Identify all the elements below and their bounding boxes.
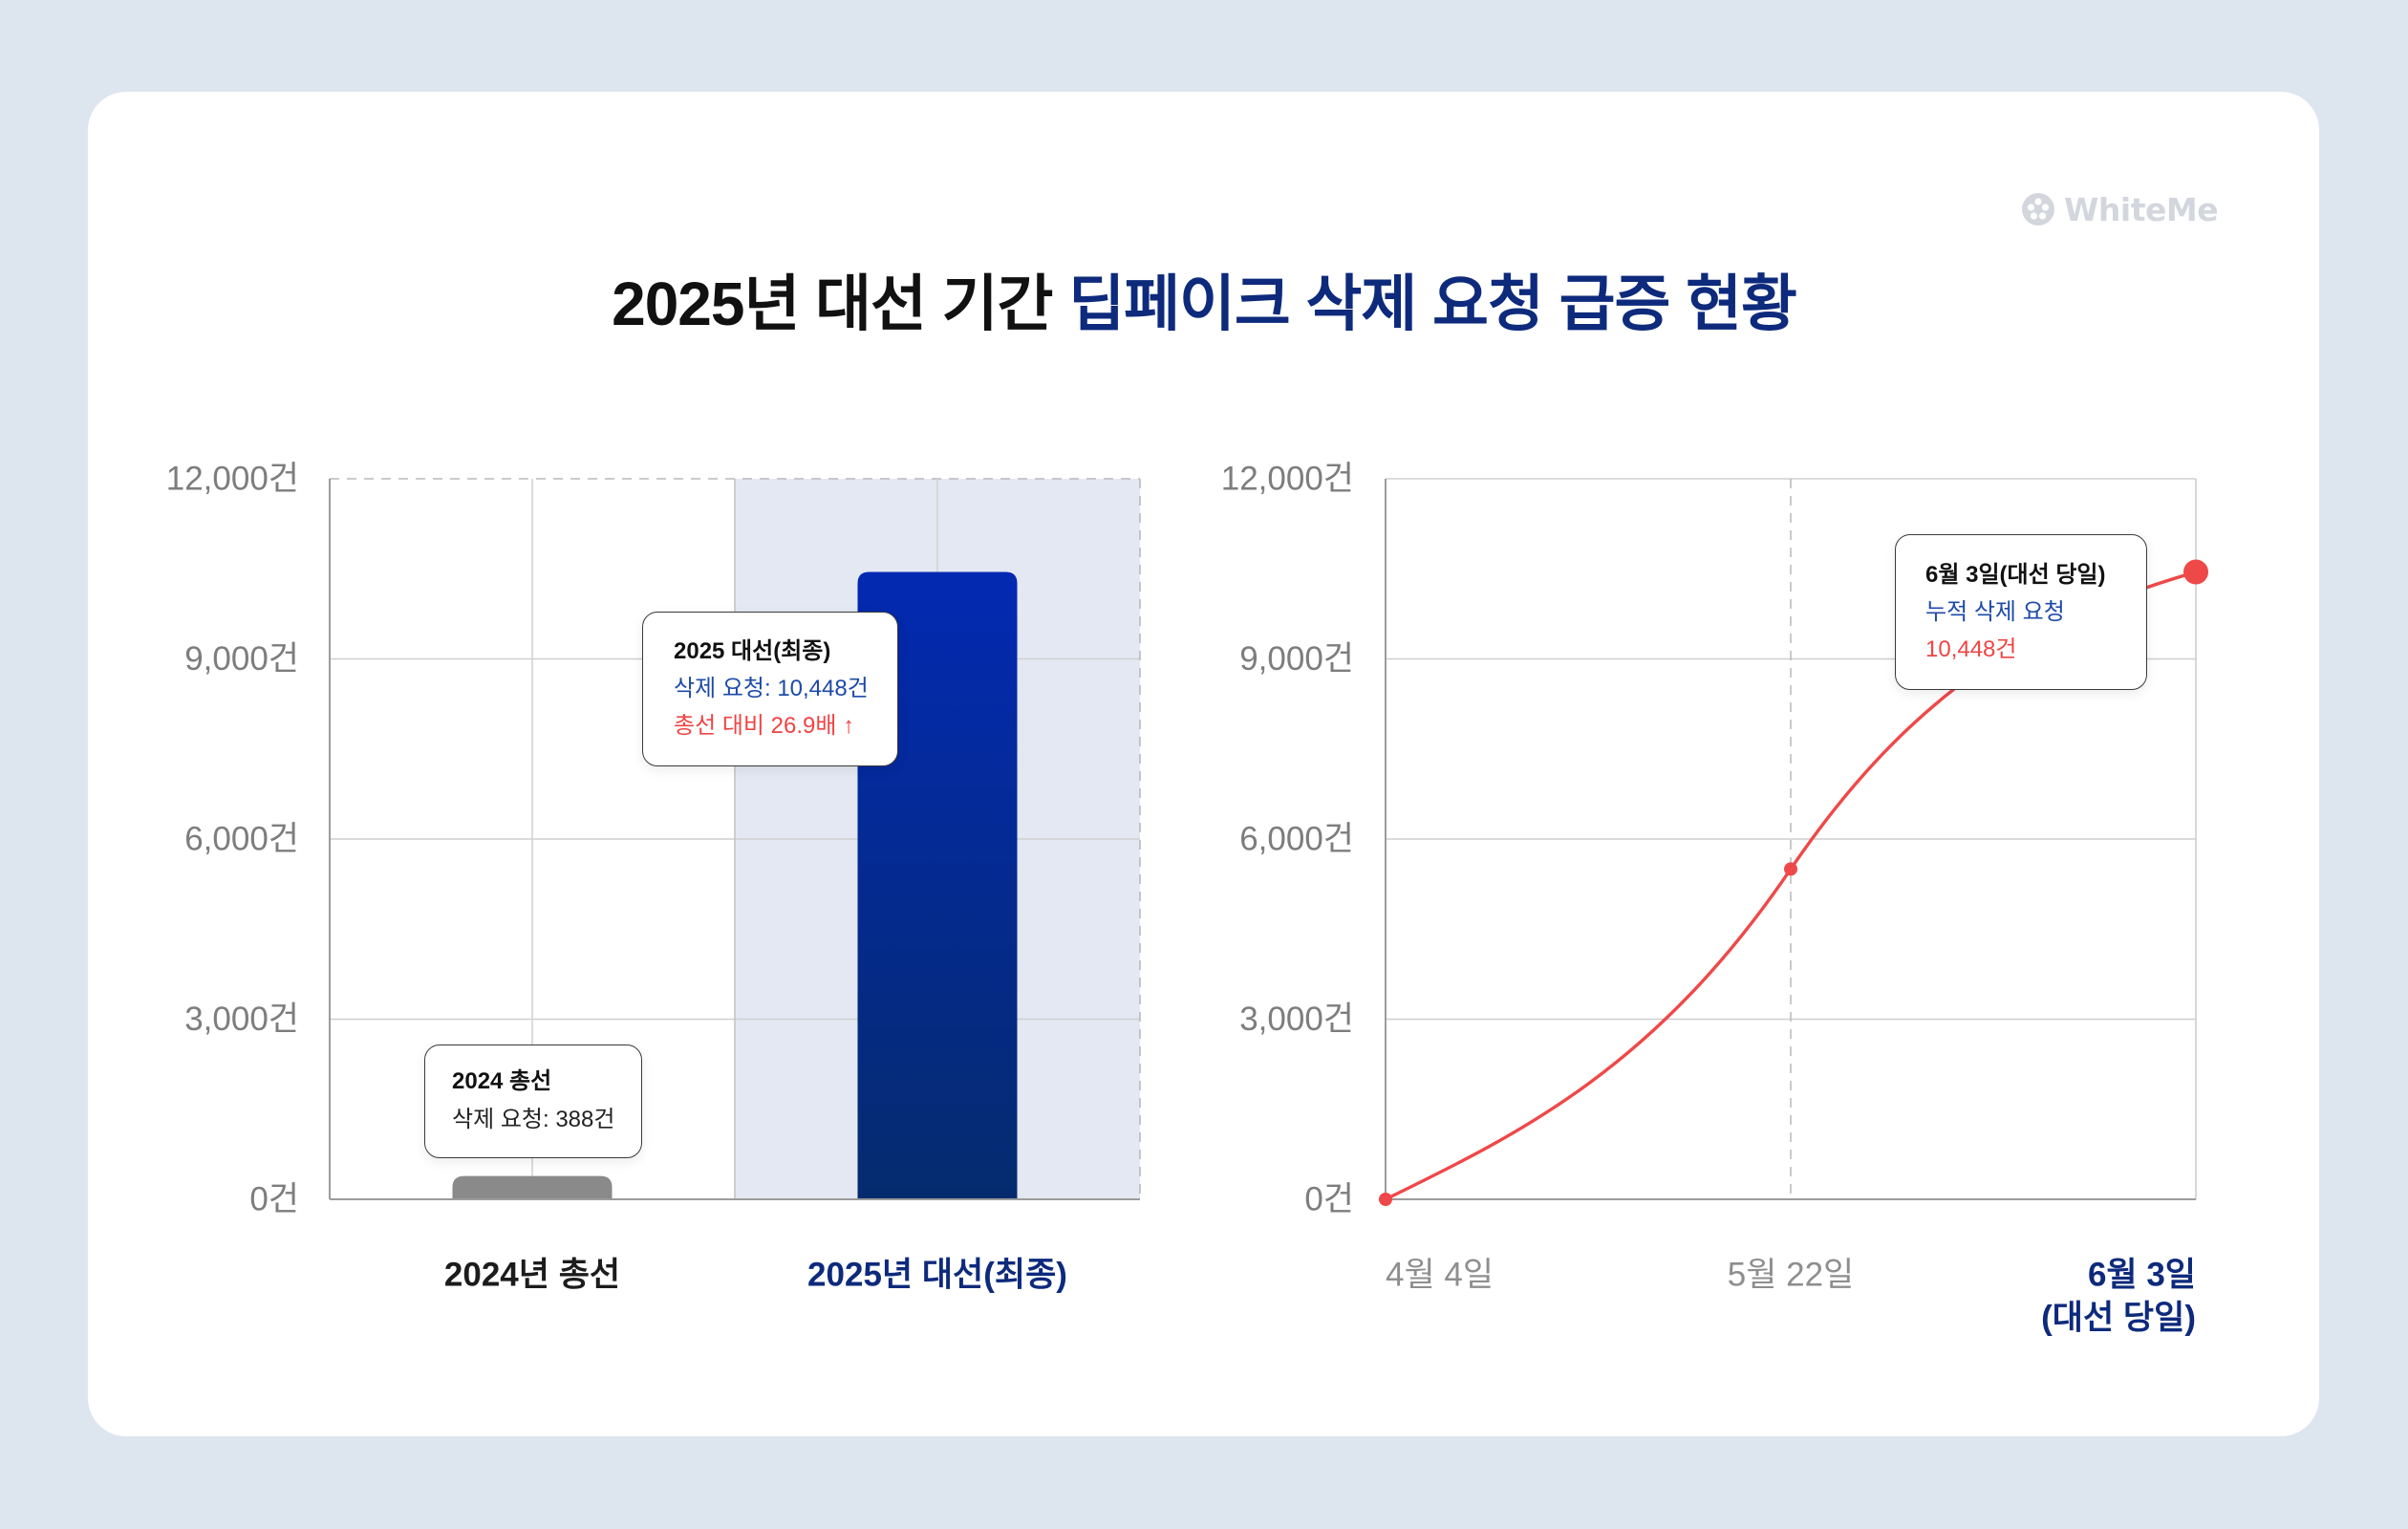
y-tick-label: 9,000건 (1239, 640, 1354, 678)
y-tick-label: 12,000건 (1221, 461, 1354, 498)
annotation-2025-presidential-election: 2025 대선(최종) 삭제 요청: 10,448건 총선 대비 26.9배 ↑ (642, 612, 898, 766)
annotation-title: 2025 대선(최종) (674, 638, 831, 664)
x-tick-label: 2025년 대선(최종) (807, 1257, 1067, 1294)
page-title: 2025년 대선 기간 딥페이크 삭제 요청 급증 현황 (0, 266, 2408, 342)
whiteme-logo-icon (2022, 193, 2054, 226)
watermark: WhiteMe (2020, 190, 2219, 228)
x-tick-label: 2024년 총선 (444, 1257, 620, 1294)
annotation-title: 6월 3일(대선 당일) (1925, 562, 2106, 588)
card-panel (88, 92, 2319, 1436)
line-chart: 0건 3,000건 6,000건 9,000건 12,000건 4월 4일 5월 22일 6월… (1221, 461, 2208, 1337)
annotation-cumulative-label: 누적 삭제 요청 (1925, 599, 2065, 625)
page-title-lead: 2025년 대선 기간 (612, 269, 1069, 338)
page-title-emphasis: 딥페이크 삭제 요청 급증 현황 (1068, 269, 1797, 338)
annotation-deletion-requests: 삭제 요청: 388건 (452, 1107, 615, 1132)
y-tick-label: 6,000건 (1239, 821, 1354, 858)
line-point-0 (1379, 1193, 1392, 1206)
line-point-2 (2183, 559, 2208, 585)
annotation-election-day: 6월 3일(대선 당일) 누적 삭제 요청 10,448건 (1895, 534, 2147, 690)
x-tick-label: 5월 22일 (1728, 1257, 1855, 1294)
y-tick-label: 0건 (249, 1181, 299, 1218)
x-tick-label: 6월 3일 (2088, 1257, 2196, 1294)
annotation-cumulative-value: 10,448건 (1925, 636, 2017, 662)
annotation-ratio-increase: 총선 대비 26.9배 ↑ (674, 713, 855, 739)
annotation-title: 2024 총선 (452, 1068, 552, 1094)
watermark-text: WhiteMe (2064, 190, 2219, 228)
x-tick-label: 4월 4일 (1386, 1257, 1494, 1294)
annotation-deletion-requests: 삭제 요청: 10,448건 (674, 676, 869, 701)
y-tick-label: 3,000건 (184, 1001, 299, 1038)
y-tick-label: 12,000건 (166, 461, 299, 498)
y-tick-label: 3,000건 (1239, 1001, 1354, 1038)
x-tick-sublabel: (대선 당일) (2041, 1300, 2196, 1337)
bar-chart: 0건 3,000건 6,000건 9,000건 12,000건 2024년 총선 2025년… (166, 461, 1141, 1294)
annotation-2024-general-election: 2024 총선 삭제 요청: 388건 (424, 1044, 643, 1158)
bar-2024 (452, 1175, 613, 1199)
line-point-1 (1784, 862, 1797, 876)
y-tick-label: 9,000건 (184, 640, 299, 678)
y-tick-label: 0건 (1304, 1181, 1354, 1218)
y-tick-label: 6,000건 (184, 821, 299, 858)
